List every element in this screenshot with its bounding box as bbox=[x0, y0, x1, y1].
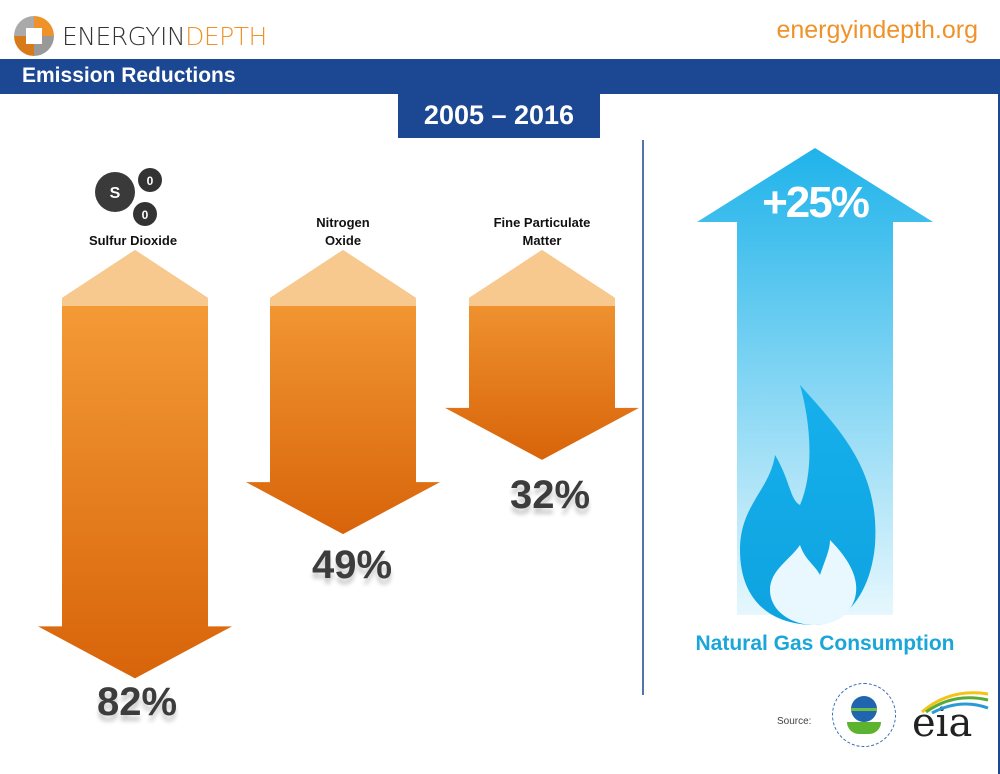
logo-text-a: ENERGYIN bbox=[62, 22, 186, 51]
site-url[interactable]: energyindepth.org bbox=[776, 16, 978, 44]
label-sulfur-dioxide: Sulfur Dioxide bbox=[88, 233, 178, 248]
logo-icon bbox=[14, 16, 54, 56]
year-range: 2005 – 2016 bbox=[398, 93, 600, 138]
value-label-nox: 49% bbox=[311, 543, 393, 587]
logo-text-b: DEPTH bbox=[185, 22, 267, 51]
source-label: Source: bbox=[777, 716, 812, 727]
title-band bbox=[0, 59, 1000, 94]
arrow-top-nox bbox=[270, 250, 416, 306]
logo-text: ENERGYINDEPTH bbox=[62, 22, 267, 51]
flame-inner bbox=[770, 540, 857, 625]
label-nitrogen-oxide: Nitrogen Oxide bbox=[263, 214, 423, 250]
label-fine-particulate: Fine Particulate Matter bbox=[462, 214, 622, 250]
pm-line2: Matter bbox=[522, 233, 562, 248]
reduction-arrow-so2 bbox=[38, 250, 232, 679]
reduction-arrow-nox bbox=[246, 250, 440, 535]
molecule-s: S bbox=[110, 185, 121, 202]
arrows-group bbox=[38, 250, 639, 679]
arrow-top-pm bbox=[469, 250, 615, 306]
molecule-icon: S 0 0 bbox=[95, 168, 162, 226]
natural-gas-label: Natural Gas Consumption bbox=[695, 632, 955, 655]
pm-line1: Fine Particulate bbox=[493, 215, 591, 230]
epa-logo bbox=[832, 683, 896, 747]
natural-gas-value: +25% bbox=[762, 178, 870, 227]
molecule-o: 0 bbox=[147, 174, 154, 188]
frame bbox=[0, 94, 1000, 774]
nox-line2: Oxide bbox=[324, 233, 362, 248]
arrow-top-so2 bbox=[62, 250, 208, 306]
value-label-pm: 32% bbox=[509, 473, 591, 517]
eia-swoosh-icon bbox=[921, 691, 989, 714]
value-label-so2: 82% bbox=[96, 680, 178, 724]
nox-line1: Nitrogen bbox=[316, 215, 370, 230]
page-title: Emission Reductions bbox=[22, 64, 236, 87]
molecule-o: 0 bbox=[142, 208, 149, 222]
